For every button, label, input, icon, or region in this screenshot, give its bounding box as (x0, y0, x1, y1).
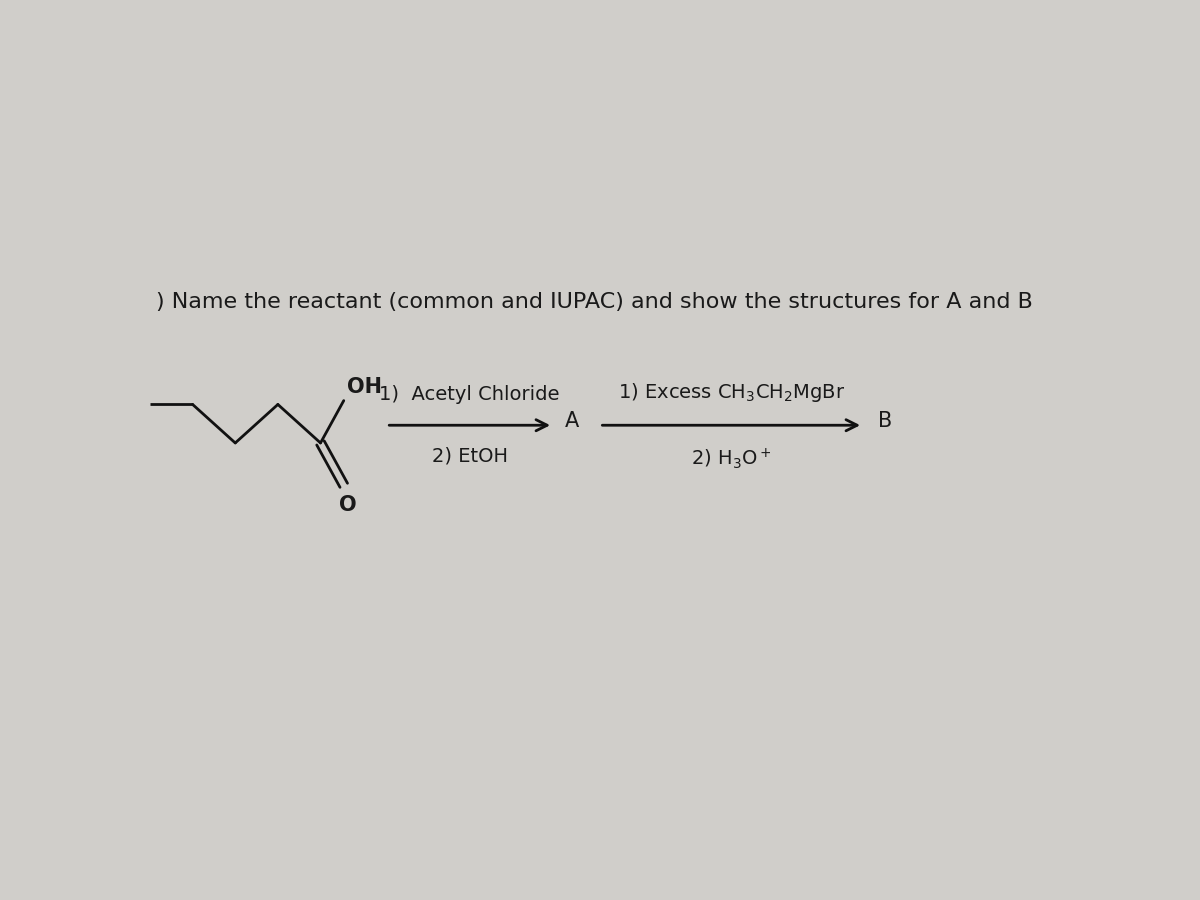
Text: OH: OH (347, 377, 382, 397)
Text: A: A (565, 411, 578, 431)
Text: B: B (878, 411, 893, 431)
Text: 1) Excess CH$_3$CH$_2$MgBr: 1) Excess CH$_3$CH$_2$MgBr (618, 381, 845, 404)
Text: 1)  Acetyl Chloride: 1) Acetyl Chloride (379, 384, 560, 404)
Text: ) Name the reactant (common and IUPAC) and show the structures for A and B: ) Name the reactant (common and IUPAC) a… (156, 292, 1033, 312)
Text: O: O (338, 494, 356, 515)
Text: 2) H$_3$O$^+$: 2) H$_3$O$^+$ (691, 446, 772, 472)
Text: 2) EtOH: 2) EtOH (432, 446, 508, 466)
